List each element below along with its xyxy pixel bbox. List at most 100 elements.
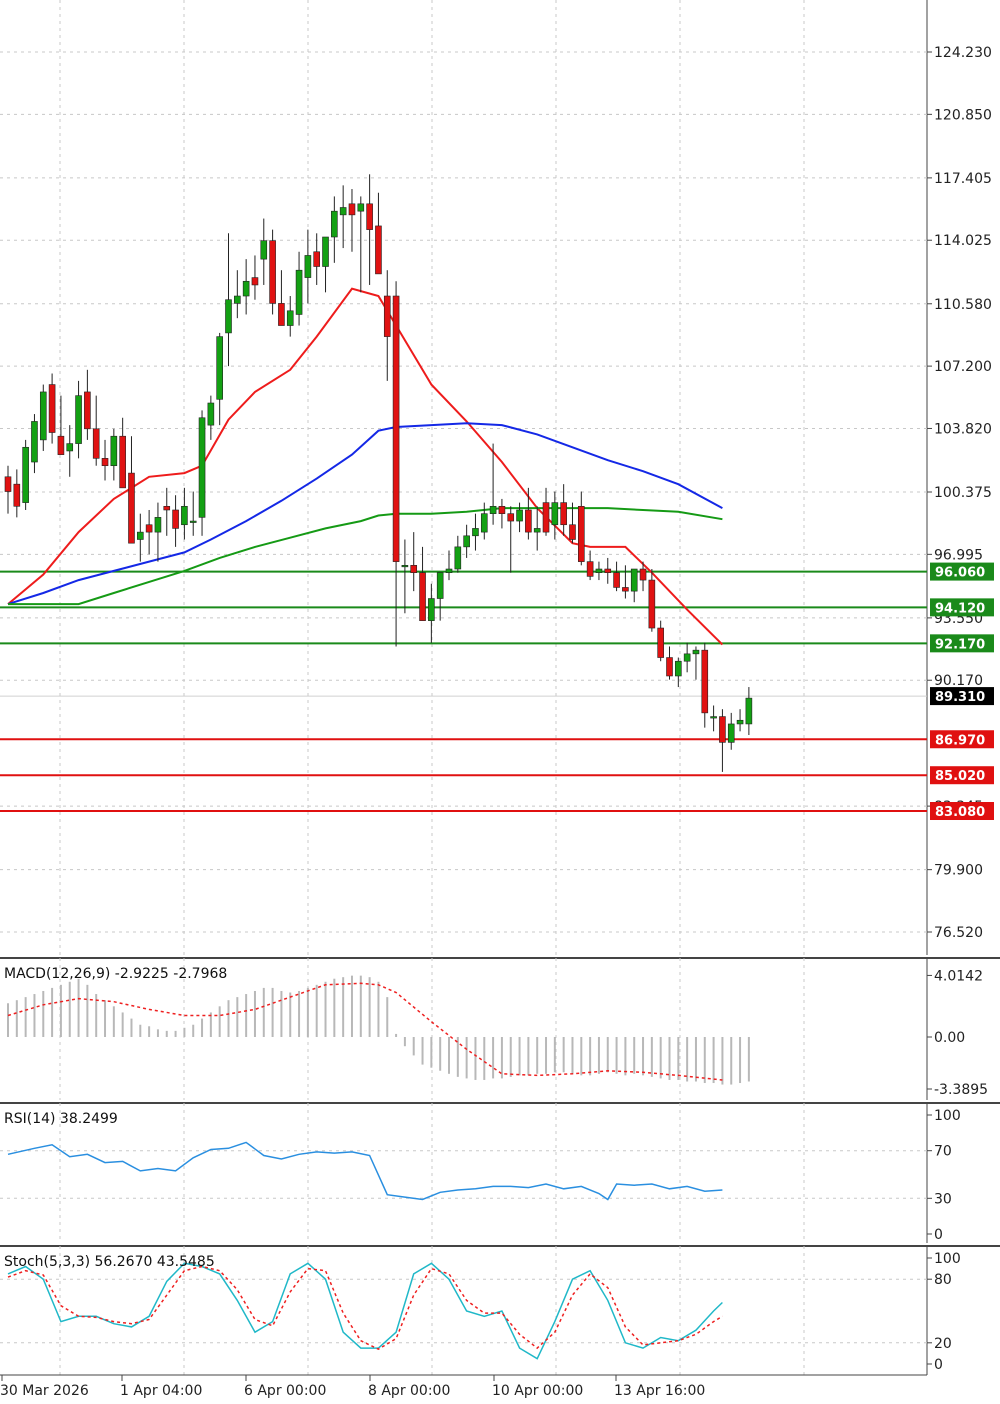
stoch-tick-label: 20 xyxy=(934,1336,952,1352)
candle-body xyxy=(657,627,664,658)
candle-body xyxy=(339,207,347,216)
candle-body xyxy=(216,336,223,400)
candle-body xyxy=(428,598,435,621)
candle-body xyxy=(489,505,497,514)
candle-body xyxy=(472,528,479,537)
candle-body xyxy=(322,236,329,267)
candle-body xyxy=(533,528,541,533)
rsi-tick-label: 70 xyxy=(934,1144,952,1160)
level-tag xyxy=(930,766,994,785)
candle-body xyxy=(357,203,365,212)
current-price-tag xyxy=(930,687,994,706)
candle-body xyxy=(22,446,29,503)
candle-body xyxy=(348,203,356,216)
price-tick-label: 103.820 xyxy=(934,421,992,437)
candle-body xyxy=(648,579,656,629)
stoch-tick-label: 80 xyxy=(934,1272,952,1288)
candle-body xyxy=(683,653,691,662)
candle-body xyxy=(516,509,523,522)
rsi-tick-label: 0 xyxy=(934,1227,943,1243)
candle-body xyxy=(295,269,303,315)
macd-tick-label: -3.3895 xyxy=(934,1082,988,1098)
x-axis-label: 13 Apr 16:00 xyxy=(614,1383,705,1399)
x-axis-label: 8 Apr 00:00 xyxy=(368,1383,450,1399)
candle-body xyxy=(419,572,426,621)
candle-body xyxy=(604,568,612,573)
candle-body xyxy=(401,565,409,568)
candle-body xyxy=(286,310,294,326)
candle-body xyxy=(331,210,338,238)
candle-body xyxy=(622,587,629,592)
candle-body xyxy=(119,435,126,489)
candle-body xyxy=(383,295,391,337)
price-tick-label: 124.230 xyxy=(934,45,992,61)
candle-body xyxy=(551,502,559,526)
candle-body xyxy=(198,417,206,518)
candle-body xyxy=(701,649,709,714)
price-tick-label: 96.995 xyxy=(934,547,983,563)
candle-body xyxy=(128,472,135,544)
candle-body xyxy=(145,524,153,533)
candle-body xyxy=(639,568,647,581)
candle-body xyxy=(234,295,241,304)
candle-body xyxy=(454,546,462,570)
macd-label: MACD(12,26,9) -2.9225 -2.7968 xyxy=(4,966,227,982)
stoch-d-line xyxy=(7,1265,723,1351)
rsi-label: RSI(14) 38.2499 xyxy=(4,1111,118,1127)
candle-body xyxy=(719,716,726,743)
level-tag-label: 94.120 xyxy=(935,601,985,616)
candle-body xyxy=(569,524,576,540)
price-tick-label: 117.405 xyxy=(934,171,992,187)
x-axis-label: 10 Apr 00:00 xyxy=(492,1383,583,1399)
level-tag xyxy=(930,562,994,581)
moving-average-line xyxy=(8,507,723,606)
candle-body xyxy=(410,565,418,573)
candle-body xyxy=(269,240,276,304)
x-axis-label: 1 Apr 04:00 xyxy=(120,1383,202,1399)
stoch-tick-label: 100 xyxy=(934,1251,961,1267)
stoch-panel: 100 80 20 0 Stoch(5,3,3) 56.2670 43.5485 xyxy=(0,1245,1000,1375)
rsi-tick-label: 30 xyxy=(934,1191,952,1207)
candle-body xyxy=(445,568,453,573)
macd-tick-label: 0.00 xyxy=(934,1030,965,1046)
price-tick-label: 79.900 xyxy=(934,863,983,879)
x-axis-label: 6 Apr 00:00 xyxy=(244,1383,326,1399)
macd-tick-label: 4.0142 xyxy=(934,968,983,984)
moving-average-line xyxy=(7,422,723,606)
candle-body xyxy=(260,240,268,260)
level-tag-label: 96.060 xyxy=(935,566,985,581)
candle-body xyxy=(507,513,515,522)
candle-body xyxy=(666,657,673,677)
candle-body xyxy=(242,280,250,297)
candle-body xyxy=(675,660,682,677)
moving-average-line xyxy=(7,287,724,646)
level-tag xyxy=(930,598,994,617)
candle-body xyxy=(137,531,144,540)
candle-body xyxy=(542,502,550,533)
candle-body xyxy=(480,513,488,533)
candle-body xyxy=(613,572,620,588)
candle-body xyxy=(154,517,162,533)
level-tag xyxy=(930,802,994,821)
price-tick-label: 90.170 xyxy=(934,673,983,689)
level-tag xyxy=(930,730,994,749)
candle-body xyxy=(278,303,285,326)
candle-body xyxy=(366,203,373,230)
price-tick-label: 76.520 xyxy=(934,925,983,941)
price-panel[interactable]: 124.230 120.850 117.405 114.025 110.580 107.2… xyxy=(0,0,994,955)
candle-body xyxy=(304,255,312,278)
candle-body xyxy=(251,277,259,286)
candle-body xyxy=(436,572,444,599)
level-tag-label: 83.080 xyxy=(935,805,985,820)
time-axis: 30 Mar 2026 1 Apr 04:00 6 Apr 00:00 8 Apr 0… xyxy=(0,1374,927,1399)
candle-body xyxy=(313,251,321,267)
stoch-k-line xyxy=(7,1262,723,1360)
candle-body xyxy=(375,225,382,275)
candle-body xyxy=(736,719,744,725)
level-tag-label: 86.970 xyxy=(935,733,985,748)
candle-body xyxy=(727,723,735,743)
price-tick-label: 114.025 xyxy=(934,233,992,249)
rsi-line xyxy=(7,1141,723,1201)
candle-body xyxy=(189,520,197,523)
